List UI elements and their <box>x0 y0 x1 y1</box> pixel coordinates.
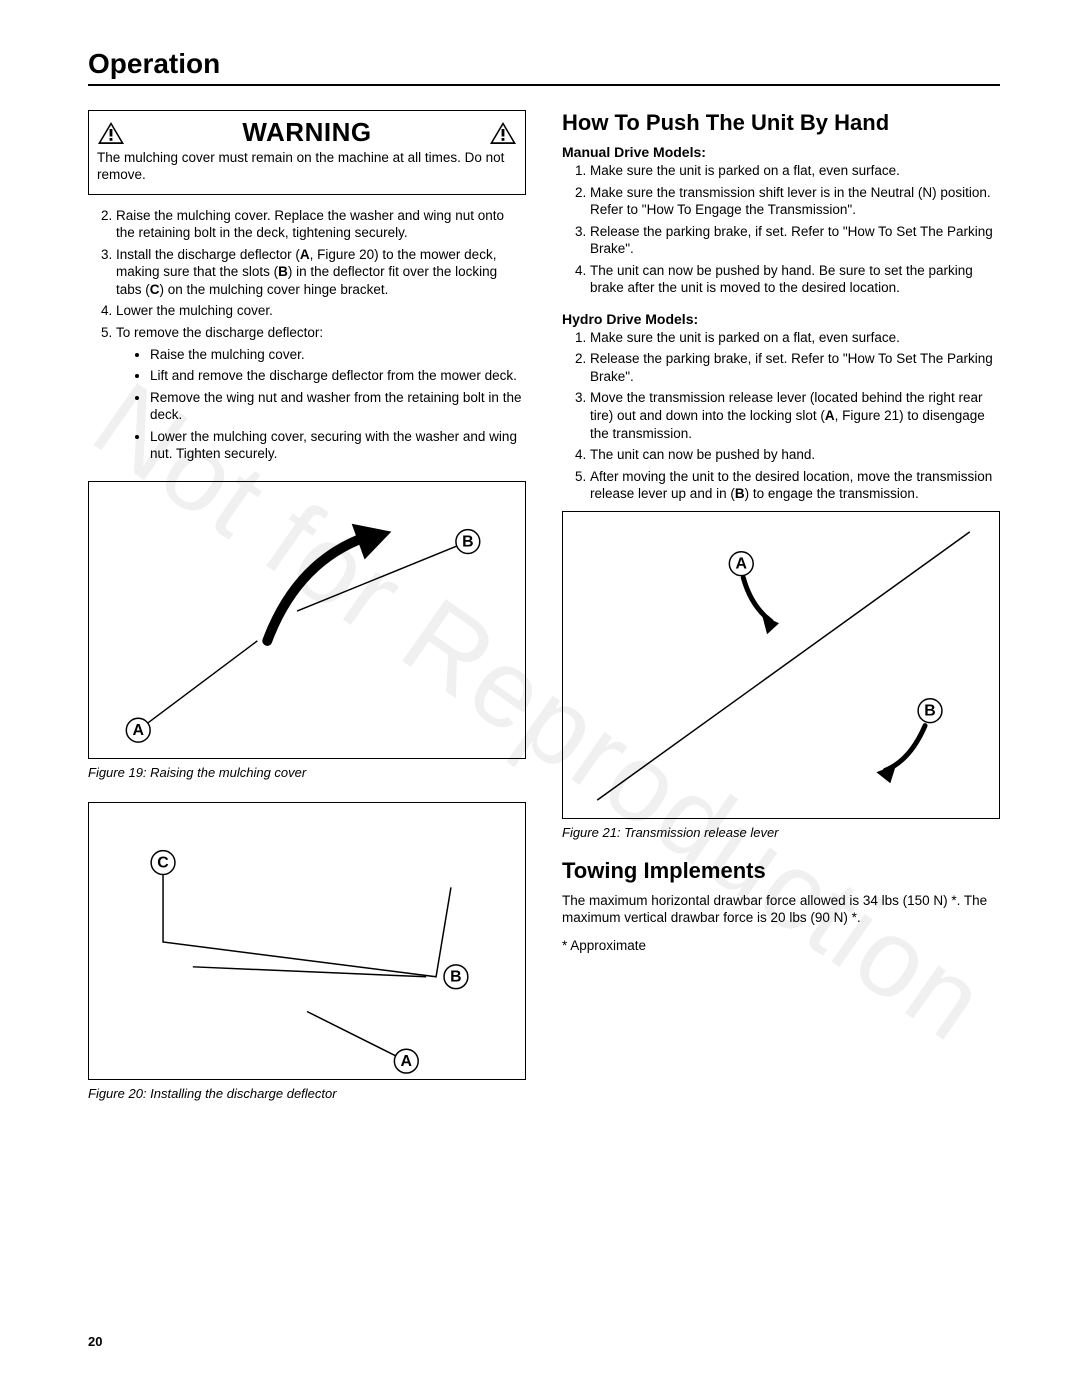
left-column: WARNING The mulching cover must remain o… <box>88 110 526 1109</box>
list-item: The unit can now be pushed by hand. <box>590 446 1000 464</box>
towing-heading: Towing Implements <box>562 858 1000 884</box>
page-title: Operation <box>88 48 1000 86</box>
step-5: To remove the discharge deflector: Raise… <box>116 324 526 463</box>
warning-triangle-icon <box>489 121 517 145</box>
svg-text:A: A <box>132 722 144 739</box>
push-heading: How To Push The Unit By Hand <box>562 110 1000 136</box>
warning-box: WARNING The mulching cover must remain o… <box>88 110 526 195</box>
step-2: Raise the mulching cover. Replace the wa… <box>116 207 526 242</box>
step-4: Lower the mulching cover. <box>116 302 526 320</box>
svg-text:B: B <box>924 702 935 719</box>
figure-20: C B A <box>88 802 526 1080</box>
svg-text:C: C <box>157 854 169 871</box>
list-item: Move the transmission release lever (loc… <box>590 389 1000 442</box>
left-procedure-list: Raise the mulching cover. Replace the wa… <box>88 207 526 463</box>
figure-20-caption: Figure 20: Installing the discharge defl… <box>88 1086 526 1101</box>
list-item: Make sure the unit is parked on a flat, … <box>590 162 1000 180</box>
manual-drive-heading: Manual Drive Models: <box>562 144 1000 160</box>
warning-label: WARNING <box>125 117 489 148</box>
warning-triangle-icon <box>97 121 125 145</box>
figure-19-caption: Figure 19: Raising the mulching cover <box>88 765 526 780</box>
figure-21: A B <box>562 511 1000 819</box>
list-item: Release the parking brake, if set. Refer… <box>590 223 1000 258</box>
list-item: Make sure the transmission shift lever i… <box>590 184 1000 219</box>
bullet: Remove the wing nut and washer from the … <box>150 389 526 424</box>
figure-19: A B <box>88 481 526 759</box>
manual-drive-list: Make sure the unit is parked on a flat, … <box>562 162 1000 297</box>
page-number: 20 <box>88 1334 102 1349</box>
list-item: Make sure the unit is parked on a flat, … <box>590 329 1000 347</box>
hydro-drive-list: Make sure the unit is parked on a flat, … <box>562 329 1000 503</box>
svg-text:A: A <box>736 555 748 572</box>
svg-text:A: A <box>401 1053 413 1070</box>
towing-note: * Approximate <box>562 937 1000 955</box>
svg-text:B: B <box>450 969 461 986</box>
figure-21-caption: Figure 21: Transmission release lever <box>562 825 1000 840</box>
towing-body: The maximum horizontal drawbar force all… <box>562 892 1000 927</box>
hydro-drive-heading: Hydro Drive Models: <box>562 311 1000 327</box>
svg-text:B: B <box>462 533 473 550</box>
bullet: Lower the mulching cover, securing with … <box>150 428 526 463</box>
two-column-layout: WARNING The mulching cover must remain o… <box>88 110 1000 1109</box>
list-item: After moving the unit to the desired loc… <box>590 468 1000 503</box>
list-item: Release the parking brake, if set. Refer… <box>590 350 1000 385</box>
right-column: How To Push The Unit By Hand Manual Driv… <box>562 110 1000 1109</box>
list-item: The unit can now be pushed by hand. Be s… <box>590 262 1000 297</box>
bullet: Raise the mulching cover. <box>150 346 526 364</box>
warning-body: The mulching cover must remain on the ma… <box>97 150 517 184</box>
step-3: Install the discharge deflector (A, Figu… <box>116 246 526 299</box>
bullet: Lift and remove the discharge deflector … <box>150 367 526 385</box>
